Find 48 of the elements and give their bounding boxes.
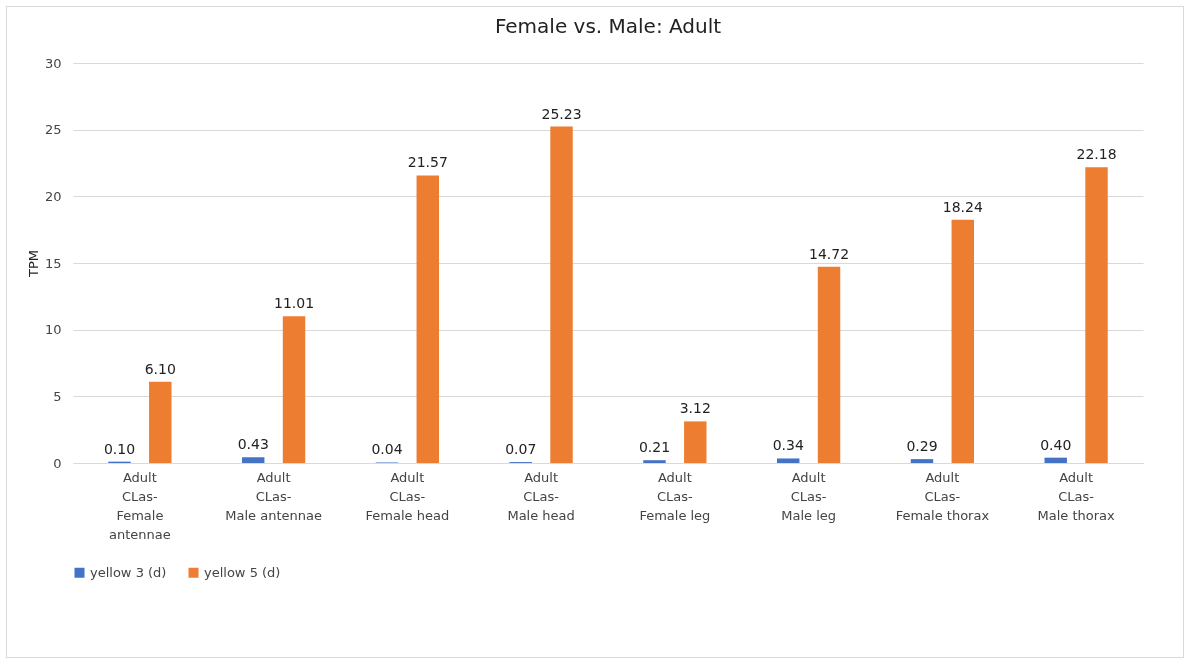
y-axis-title: TPM	[25, 250, 41, 278]
bar	[416, 175, 439, 463]
y-tick-label: 30	[44, 55, 62, 71]
data-label: 0.29	[906, 438, 938, 455]
y-tick-label: 0	[53, 455, 62, 471]
legend-label: yellow 5 (d)	[204, 564, 281, 580]
legend-label: yellow 3 (d)	[90, 564, 167, 580]
x-tick-label: Adult CLas-Male leg	[781, 469, 837, 523]
bar	[282, 316, 306, 463]
x-tick-label: Adult CLas-Female antennae	[109, 469, 171, 542]
x-tick-label: Adult CLas-Male antennae	[225, 469, 322, 523]
data-label: 0.43	[237, 436, 269, 453]
data-label: 0.40	[1040, 436, 1072, 453]
bar	[951, 219, 974, 463]
data-label: 25.23	[541, 105, 582, 122]
data-label: 0.04	[371, 441, 403, 458]
data-label: 0.21	[638, 439, 671, 456]
chart-title: Female vs. Male: Adult	[494, 14, 722, 38]
bar	[643, 460, 666, 463]
y-tick-label: 5	[53, 388, 62, 404]
bar	[1044, 457, 1067, 463]
bar	[777, 458, 800, 463]
bar	[242, 457, 265, 463]
data-label: 18.24	[942, 198, 983, 215]
x-tick-label: Adult CLas-Female head	[365, 469, 450, 523]
data-label: 21.57	[407, 154, 448, 171]
y-tick-label: 20	[44, 188, 62, 204]
x-tick-label: Adult CLas-Male head	[507, 469, 575, 523]
bar	[1085, 167, 1108, 463]
y-tick-label: 10	[44, 322, 62, 338]
bar	[817, 266, 841, 463]
data-label: 3.12	[679, 400, 711, 417]
bar	[149, 381, 172, 463]
data-label: 22.18	[1076, 146, 1117, 163]
data-label: 0.10	[103, 440, 136, 457]
data-label: 6.10	[144, 360, 176, 377]
x-tick-label: Adult CLas-Male thorax	[1037, 469, 1116, 523]
y-tick-label: 15	[44, 255, 62, 271]
x-tick-label: Adult CLas-Female thorax	[895, 469, 990, 523]
x-tick-label: Adult CLas-Female leg	[639, 469, 711, 523]
data-label: 0.07	[505, 441, 537, 458]
bar	[910, 459, 934, 463]
bar	[684, 421, 707, 463]
data-label: 0.34	[772, 437, 804, 454]
data-label: 11.01	[273, 295, 315, 312]
y-tick-label: 25	[44, 122, 62, 138]
data-label: 14.72	[808, 245, 850, 262]
bar	[550, 126, 573, 463]
